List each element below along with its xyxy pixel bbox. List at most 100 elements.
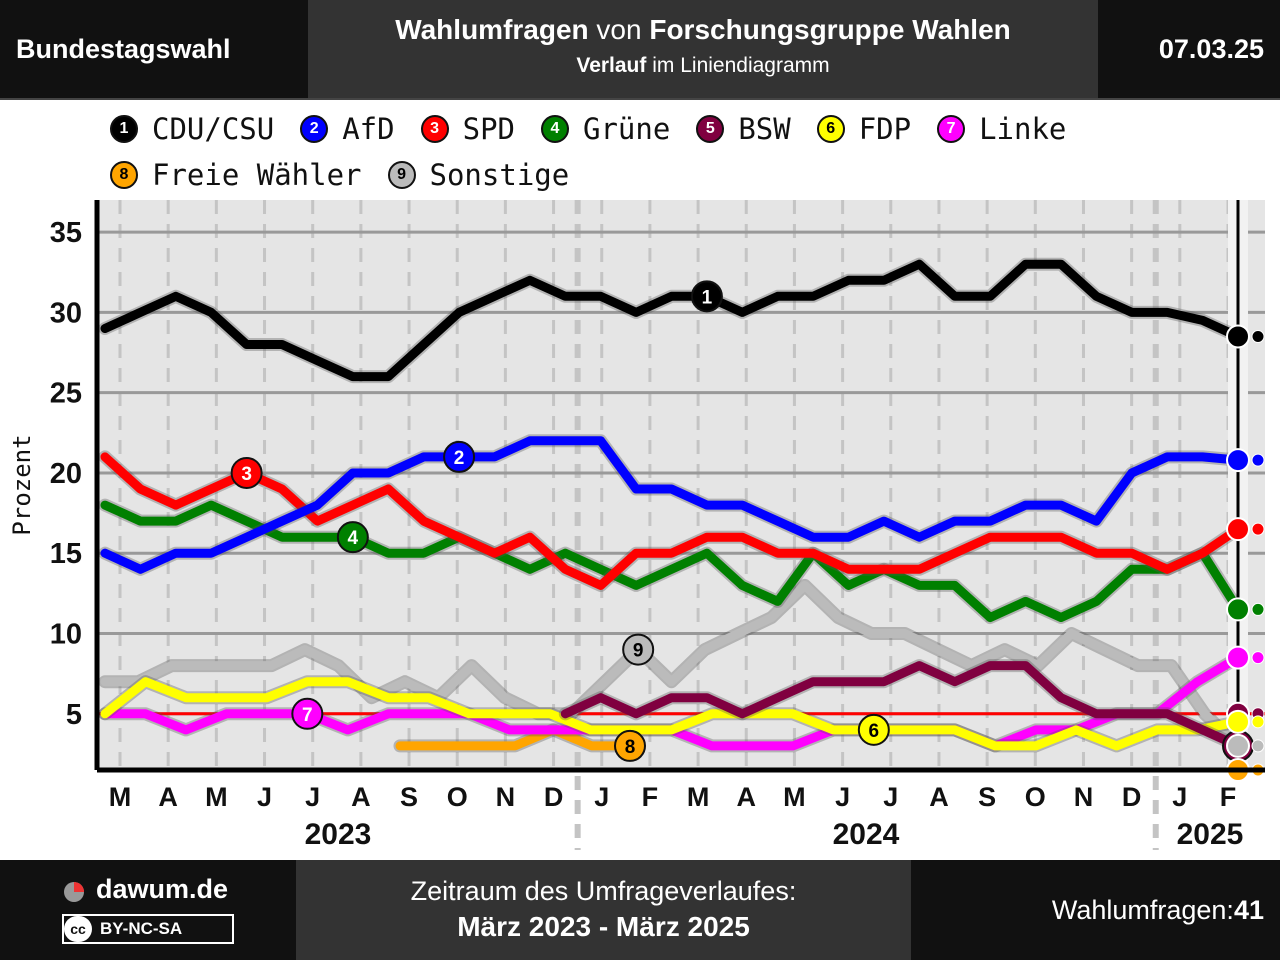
brand-link[interactable]: dawum.de [62, 874, 228, 905]
month-tick-label: A [351, 782, 371, 812]
current-value-side-dot [1251, 739, 1265, 753]
y-tick-label: 20 [50, 458, 82, 490]
month-tick-label: J [594, 782, 609, 812]
dawum-logo-icon [64, 881, 84, 902]
series-number-label: 6 [869, 721, 880, 742]
poll-date: 07.03.25 [1158, 33, 1264, 64]
title-part3: Forschungsgruppe Wahlen [649, 14, 1011, 45]
series-line [100, 500, 1243, 622]
y-tick-label: 10 [50, 619, 82, 651]
poll-count-label: Wahlumfragen: [1051, 894, 1234, 925]
month-tick-label: N [1074, 782, 1094, 812]
month-tick-label: F [1220, 782, 1237, 812]
month-tick-label: S [400, 782, 418, 812]
month-tick-label: S [978, 782, 996, 812]
series-line [395, 725, 635, 751]
period-cell: Zeitraum des Umfrageverlaufes: März 2023… [296, 860, 911, 960]
legend-marker: 6 [816, 115, 845, 143]
legend-label: CDU/CSU [152, 112, 275, 146]
election-title: Bundestagswahl [16, 33, 231, 64]
month-tick-label: A [737, 782, 757, 812]
series-line [100, 452, 1243, 590]
legend-item[interactable]: 3 SPD [420, 107, 515, 152]
current-value-dot [1226, 597, 1250, 622]
legend-label: SPD [462, 112, 515, 146]
legend-marker: 9 [387, 160, 416, 189]
legend-item[interactable]: 6 FDP [816, 107, 911, 152]
current-value-dot [1226, 709, 1250, 734]
legend-item[interactable]: 1 CDU/CSU [110, 107, 274, 152]
year-tick-label: 2023 [305, 818, 372, 851]
series-number-marker [622, 633, 655, 666]
y-tick-label: 30 [50, 297, 82, 329]
current-value-side-dot [1251, 329, 1265, 343]
month-tick-label: J [883, 782, 898, 812]
footer-bar: dawum.de cc BY-NC-SA Zeitraum des Umfrag… [0, 860, 1280, 960]
legend-label: Grüne [583, 112, 671, 146]
month-tick-label: O [1025, 782, 1046, 812]
series-line [100, 677, 1243, 751]
legend-marker: 3 [420, 115, 449, 143]
month-tick-label: J [1172, 782, 1187, 812]
title-part1: Wahlumfragen [395, 14, 589, 45]
month-tick-label: M [205, 782, 228, 812]
y-tick-label: 15 [50, 538, 82, 570]
legend-marker: 5 [696, 115, 725, 143]
legend-label: AfD [342, 112, 395, 146]
month-tick-label: J [835, 782, 850, 812]
current-value-dot [1226, 517, 1250, 542]
legend-label: Linke [979, 112, 1067, 146]
y-tick-label: 5 [66, 699, 82, 731]
month-tick-label: J [305, 782, 320, 812]
title-part2: von [588, 14, 650, 45]
header-bar: Bundestagswahl Wahlumfragen von Forschun… [0, 0, 1280, 100]
month-tick-label: A [158, 782, 178, 812]
current-value-side-dot [1251, 651, 1265, 665]
series-number-label: 4 [348, 528, 359, 549]
month-tick-label: M [109, 782, 132, 812]
legend-marker: 2 [300, 115, 329, 143]
series-number-label: 8 [625, 737, 636, 758]
series-number-label: 1 [702, 287, 713, 308]
series-line [100, 259, 1243, 382]
month-tick-label: F [642, 782, 659, 812]
license-badge[interactable]: cc BY-NC-SA [62, 914, 234, 944]
month-tick-label: N [496, 782, 516, 812]
series-line [100, 580, 1243, 751]
legend-item[interactable]: 7 Linke [937, 107, 1066, 152]
y-axis-label: Prozent [8, 434, 36, 535]
period-value: März 2023 - März 2025 [457, 911, 750, 942]
legend-item[interactable]: 8 Freie Wähler [110, 152, 362, 197]
legend-item[interactable]: 9 Sonstige [387, 152, 570, 197]
current-value-dot [1226, 645, 1250, 670]
current-value-side-dot [1251, 715, 1265, 729]
legend-item[interactable]: 4 Grüne [541, 107, 670, 152]
cc-icon: cc [64, 916, 92, 942]
legend-label: Freie Wähler [152, 157, 362, 192]
current-value-dot [1226, 448, 1250, 473]
poll-count-cell: Wahlumfragen: 41 [911, 860, 1280, 960]
series-number-marker [291, 697, 324, 730]
chart-title: Wahlumfragen von Forschungsgruppe Wahlen… [308, 0, 1098, 98]
legend-marker: 1 [110, 115, 138, 143]
poll-count-value: 41 [1233, 894, 1264, 925]
legend-item[interactable]: 2 AfD [300, 107, 395, 152]
month-tick-label: J [257, 782, 272, 812]
year-tick-label: 2024 [833, 818, 900, 851]
y-tick-label: 35 [50, 217, 82, 249]
period-label: Zeitraum des Umfrageverlaufes: [410, 876, 797, 906]
month-tick-label: D [544, 782, 564, 812]
legend-item[interactable]: 5 BSW [696, 107, 791, 152]
footer-brand-cell: dawum.de cc BY-NC-SA [0, 860, 296, 960]
series-line [100, 436, 1243, 574]
current-value-side-dot [1251, 522, 1265, 536]
legend-label: Sonstige [429, 157, 570, 192]
month-tick-label: M [687, 782, 710, 812]
series-number-label: 3 [241, 464, 252, 485]
series-number-marker [857, 713, 890, 746]
current-value-side-dot [1251, 602, 1265, 616]
year-tick-label: 2025 [1177, 818, 1244, 851]
series-number-marker [336, 521, 369, 554]
month-tick-label: M [783, 782, 806, 812]
